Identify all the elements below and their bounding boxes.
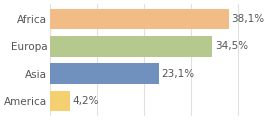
Text: 23,1%: 23,1%: [161, 69, 194, 79]
Bar: [50, 63, 159, 84]
Bar: [50, 36, 212, 57]
Bar: [50, 91, 70, 111]
Text: 4,2%: 4,2%: [72, 96, 99, 106]
Bar: [50, 9, 229, 29]
Text: 34,5%: 34,5%: [215, 41, 248, 51]
Text: 38,1%: 38,1%: [232, 14, 265, 24]
